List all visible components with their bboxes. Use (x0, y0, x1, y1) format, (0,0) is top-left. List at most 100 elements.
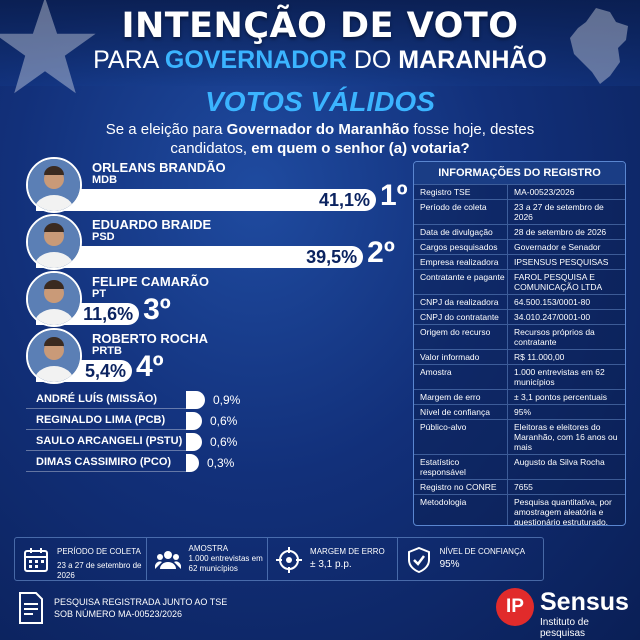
question-bold-1: Governador do Maranhão (226, 121, 410, 138)
registry-row: Cargos pesquisados Governador e Senador (414, 239, 625, 254)
candidate-party: PT (92, 288, 107, 300)
footer-info-strip: PERÍODO DE COLETA 23 a 27 de setembro de… (14, 537, 544, 581)
registry-key: CNPJ do contratante (414, 310, 508, 324)
registry-key: Data de divulgação (414, 225, 508, 239)
minor-divider (26, 471, 186, 472)
minor-candidate-percent: 0,3% (207, 456, 235, 470)
registry-key: Amostra (414, 365, 508, 389)
crosshair-icon (276, 547, 303, 573)
registry-row: Registro no CONRE 7655 (414, 479, 625, 494)
margem-label: MARGEM DE ERRO (310, 547, 385, 556)
registry-key: Nível de confiança (414, 405, 508, 419)
title-highlight: GOVERNADOR (164, 46, 347, 74)
candidate-percent: 5,4% (84, 361, 126, 381)
registry-row: Contratante e pagante FAROL PESQUISA E CO… (414, 269, 625, 294)
people-icon (154, 551, 181, 569)
title-part-1: PARA (93, 46, 165, 74)
registry-value: FAROL PESQUISA E COMUNICAÇÃO LTDA (514, 272, 603, 292)
candidate-party: MDB (92, 174, 118, 186)
registry-key: Cargos pesquisados (414, 240, 508, 254)
minor-candidate-percent: 0,6% (210, 435, 238, 449)
candidate-percent: 11,6% (83, 304, 134, 324)
footer-margem: MARGEM DE ERRO ± 3,1 p.p. (268, 538, 398, 580)
minor-candidate-row: REGINALDO LIMA (PCB) 0,6% (26, 412, 326, 430)
minor-divider (26, 408, 186, 409)
minor-divider (26, 450, 186, 451)
registry-row: Estatístico responsável Augusto da Silva … (414, 454, 625, 479)
minor-candidate-bar (186, 454, 199, 472)
registry-row: Valor informado R$ 11.000,00 (414, 349, 625, 364)
registry-row: Período de coleta 23 a 27 de setembro de … (414, 199, 625, 224)
minor-candidate-name: DIMAS CASSIMIRO (PCO) (36, 456, 172, 468)
confianca-value: 95% (439, 559, 460, 570)
logo-subtitle: Instituto de pesquisas (540, 617, 589, 639)
periodo-label: PERÍODO DE COLETA (57, 547, 141, 556)
question-bold-2: em quem o senhor (a) votaria? (251, 140, 470, 157)
registry-value: MA-00523/2026 (514, 187, 575, 197)
title-line-1: INTENÇÃO DE VOTO (121, 6, 519, 46)
registry-value: 95% (514, 407, 532, 417)
amostra-value: 1.000 entrevistas em 62 municípios (188, 554, 263, 573)
amostra-label: AMOSTRA (188, 544, 229, 553)
minor-candidate-bar (186, 412, 202, 430)
candidate-name: ORLEANS BRANDÃO (92, 160, 226, 175)
candidate-bar: 41,1% (36, 189, 376, 211)
registry-value: Pesquisa quantitativa, por amostragem al… (514, 497, 612, 526)
periodo-value: 23 a 27 de setembro de 2026 (57, 561, 142, 580)
minor-candidate-row: DIMAS CASSIMIRO (PCO) 0,3% (26, 454, 326, 472)
candidate-name: FELIPE CAMARÃO (92, 274, 209, 289)
document-icon (19, 592, 43, 624)
registry-key: Metodologia (414, 495, 508, 525)
minor-candidate-name: SAULO ARCANGELI (PSTU) (36, 435, 183, 447)
star-icon (0, 0, 96, 94)
registry-value: R$ 11.000,00 (514, 352, 565, 362)
registry-key: Origem do recurso (414, 325, 508, 349)
registry-key: Valor informado (414, 350, 508, 364)
candidate-photo (26, 328, 82, 384)
ipsensus-logo: IP Sensus Instituto de pesquisas (496, 588, 636, 639)
candidate-rank: 2º (367, 236, 395, 269)
registry-row: Empresa realizadora IPSENSUS PESQUISAS (414, 254, 625, 269)
registry-key: Margem de erro (414, 390, 508, 404)
registry-value: IPSENSUS PESQUISAS (514, 257, 609, 267)
minor-candidate-percent: 0,9% (213, 393, 241, 407)
footer-amostra: AMOSTRA 1.000 entrevistas em 62 municípi… (147, 538, 269, 580)
maranhao-map-icon (570, 8, 628, 84)
candidate-name: ROBERTO ROCHA (92, 331, 209, 346)
question-part-2: fosse hoje, destes candidatos, (170, 121, 535, 157)
registry-table: Registro TSE MA-00523/2026 Período de cole… (414, 184, 625, 526)
minor-divider (26, 429, 186, 430)
registry-row: CNPJ do contratante 34.010.247/0001-00 (414, 309, 625, 324)
title-part-2: DO (346, 46, 399, 74)
candidate-rank: 4º (136, 350, 164, 383)
registry-value: 28 de setembro de 2026 (514, 227, 607, 237)
candidate-row: 11,6% FELIPE CAMARÃO PT 3º (26, 271, 406, 327)
registry-row: Origem do recurso Recursos próprios da co… (414, 324, 625, 349)
registry-value: 34.010.247/0001-00 (514, 312, 591, 322)
minor-candidate-bar (186, 433, 202, 451)
candidate-party: PRTB (92, 345, 122, 357)
survey-question: Se a eleição para Governador do Maranhão… (80, 120, 560, 158)
footer-confianca: NÍVEL DE CONFIANÇA 95% (398, 538, 543, 580)
registry-panel: INFORMAÇÕES DO REGISTRO Registro TSE MA-0… (413, 161, 626, 526)
registry-title: INFORMAÇÕES DO REGISTRO (414, 162, 625, 184)
minor-candidate-row: SAULO ARCANGELI (PSTU) 0,6% (26, 433, 326, 451)
tse-line-1: PESQUISA REGISTRADA JUNTO AO TSE (54, 597, 228, 607)
title-part-3: MARANHÃO (398, 46, 547, 74)
minor-candidate-name: ANDRÉ LUÍS (MISSÃO) (36, 393, 157, 405)
minor-candidate-percent: 0,6% (210, 414, 238, 428)
registry-row: Margem de erro ± 3,1 pontos percentuais (414, 389, 625, 404)
header-band (0, 0, 640, 86)
confianca-label: NÍVEL DE CONFIANÇA (439, 547, 526, 556)
candidate-bar: 39,5% (36, 246, 364, 268)
title-line-2: PARA GOVERNADOR DO MARANHÃO (0, 46, 640, 75)
registry-row: CNPJ da realizadora 64.500.153/0001-80 (414, 294, 625, 309)
registry-value: 23 a 27 de setembro de 2026 (514, 202, 604, 222)
logo-mark: IP (496, 588, 534, 626)
registry-key: Estatístico responsável (414, 455, 508, 479)
registry-key: Registro no CONRE (414, 480, 508, 494)
candidate-photo (26, 271, 82, 327)
registry-value: 1.000 entrevistas em 62 municípios (514, 367, 605, 387)
tse-text: PESQUISA REGISTRADA JUNTO AO TSE SOB NÚM… (54, 596, 227, 620)
registry-value: 7655 (514, 482, 533, 492)
